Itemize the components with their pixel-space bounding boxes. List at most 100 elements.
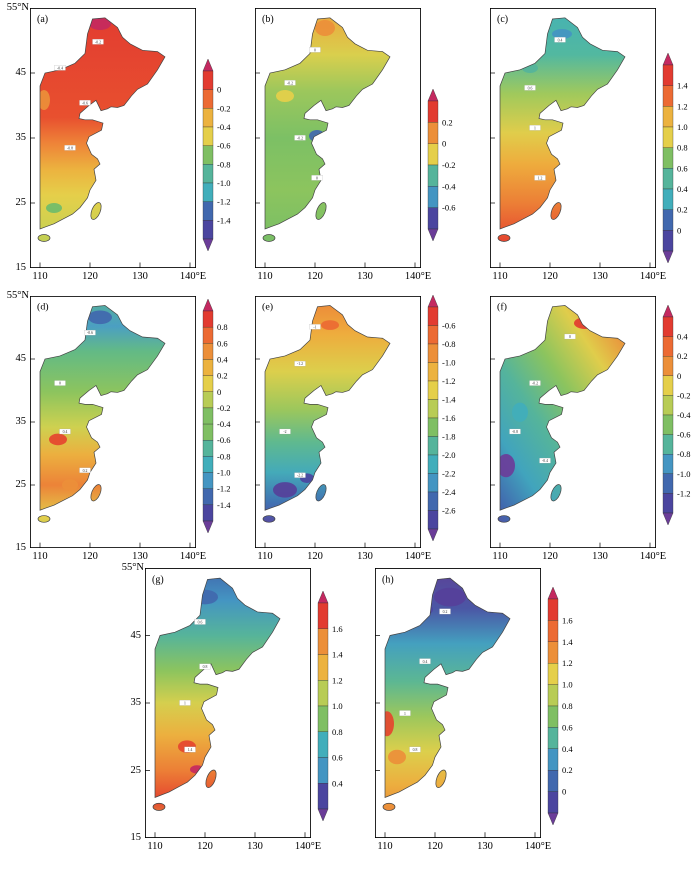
coastline xyxy=(264,17,391,230)
contour-value-label: 0.8 xyxy=(203,665,208,669)
colorbar-tick-label: -0.8 xyxy=(442,339,455,349)
colorbar-tick-label: 1.4 xyxy=(332,650,343,660)
colorbar-tick-label: -1.2 xyxy=(442,376,455,386)
contour-value-label: 1 xyxy=(404,712,406,716)
contour-value-label: -1 xyxy=(313,325,316,329)
contour-region xyxy=(434,587,466,607)
colorbar-tick-label: -0.4 xyxy=(217,419,231,429)
colorbar-tick-label: -1.0 xyxy=(217,178,230,188)
y-tick-label: 45 xyxy=(130,629,142,641)
colorbar-top-arrow xyxy=(427,88,439,102)
colorbar-tick-label: 1.4 xyxy=(562,637,573,647)
map-panel-d: -0.6 0 0.4 0.2 (d) xyxy=(30,296,196,548)
y-tick-label: 25 xyxy=(15,479,27,490)
colorbar-tick-label: 0 xyxy=(677,225,681,235)
colorbar-tick-label: -2.2 xyxy=(442,469,455,479)
colorbar-bottom-arrow xyxy=(202,238,214,252)
colorbar-e: -0.6 -0.8 -1.0 -1.2 -1.4 -1.6 -1.8 -2.0 -2.2 -2.4… xyxy=(427,294,456,542)
colorbar-tick-label: -1.4 xyxy=(442,395,456,405)
map-panel-a: -0.4 -0.6 -0.8 -0.2 (a) xyxy=(30,8,196,268)
contour-region xyxy=(498,453,515,478)
colorbar-tick-label: -0.6 xyxy=(442,203,455,213)
taiwan-island-outline xyxy=(315,202,327,220)
contour-value-label: 0.2 xyxy=(443,610,448,614)
contour-value-label: 0.2 xyxy=(83,469,88,473)
contour-value-label: -0.2 xyxy=(287,81,293,85)
colorbar-b: 0.2 0 -0.2 -0.4 -0.6 xyxy=(427,88,456,242)
contour-region xyxy=(89,18,111,30)
x-end-label: 140°E xyxy=(639,271,667,282)
y-tick-label: 25 xyxy=(15,197,27,208)
colorbar-tick-label: -1.8 xyxy=(442,432,455,442)
colorbar-tick-label: 1.0 xyxy=(332,701,343,711)
x-tick-label: 130 xyxy=(477,841,493,852)
y-tick-label: 35 xyxy=(15,416,27,427)
colorbar-tick-label: 0.6 xyxy=(562,722,573,732)
colorbar-tick-label: -0.4 xyxy=(217,122,231,132)
colorbar-tick-label: -0.4 xyxy=(442,181,456,191)
contour-value-label: -2 xyxy=(283,430,286,434)
colorbar-tick-label: -1.0 xyxy=(677,469,690,479)
colorbar-tick-label: -1.6 xyxy=(442,413,455,423)
hainan-island-outline xyxy=(152,802,166,811)
x-tick-label: 130 xyxy=(132,271,148,282)
colorbar-tick-label: -2.4 xyxy=(442,487,456,497)
x-tick-label: 120 xyxy=(197,841,213,852)
contour-value-label: -0.4 xyxy=(542,459,548,463)
contour-value-label: 0 xyxy=(59,382,61,386)
contour-region xyxy=(388,749,406,765)
y-tick-label: 35 xyxy=(130,697,142,708)
y-top-label: 55°N xyxy=(6,2,29,13)
panel-letter: (f) xyxy=(497,302,507,313)
colorbar-tick-label: 0.2 xyxy=(442,117,453,127)
hainan-island-outline xyxy=(262,234,276,242)
contour-region xyxy=(276,90,294,102)
contour-value-label: 1 xyxy=(184,701,186,705)
panel-letter: (h) xyxy=(382,574,394,585)
colorbar-tick-label: 0.2 xyxy=(217,371,228,381)
colorbar-tick-label: 1.0 xyxy=(677,122,688,132)
y-tick-label: 45 xyxy=(15,353,27,364)
coastline xyxy=(39,305,166,511)
coastline xyxy=(264,305,391,511)
colorbar-tick-label: -1.4 xyxy=(217,215,231,225)
y-tick-label: 15 xyxy=(130,832,142,843)
y-top-label: 55°N xyxy=(6,290,29,301)
y-tick-label: 45 xyxy=(15,67,27,78)
taiwan-island-outline xyxy=(90,484,102,502)
map-panel-b: 0 -0.2 -0.2 0 (b) xyxy=(255,8,421,268)
colorbar-tick-label: -0.4 xyxy=(677,410,691,420)
contour-value-label: 0.4 xyxy=(558,38,563,42)
contour-value-label: 0.6 xyxy=(528,86,533,90)
colorbar-tick-label: -1.4 xyxy=(217,500,231,510)
hainan-island-outline xyxy=(37,515,51,523)
colorbar-tick-label: -2.0 xyxy=(442,450,455,460)
colorbar-tick-label: 0.4 xyxy=(562,744,573,754)
coastline xyxy=(39,17,166,230)
x-tick-label: 130 xyxy=(592,551,608,562)
colorbar-top-arrow xyxy=(662,52,674,66)
contour-region xyxy=(88,310,112,325)
colorbar-bottom-arrow xyxy=(662,250,674,264)
x-end-label: 140°E xyxy=(639,551,667,562)
contour-value-label: -0.8 xyxy=(67,146,73,150)
contour-value-label: 0.8 xyxy=(413,748,418,752)
x-tick-label: 120 xyxy=(82,551,98,562)
colorbar-tick-label: 0.8 xyxy=(677,143,688,153)
colorbar-tick-label: 0 xyxy=(677,371,681,381)
colorbar-tick-label: -0.6 xyxy=(442,321,455,331)
colorbar-tick-label: -1.0 xyxy=(217,468,230,478)
colorbar-bottom-arrow xyxy=(547,812,559,826)
colorbar-tick-label: -1.2 xyxy=(217,197,230,207)
x-tick-label: 120 xyxy=(307,271,323,282)
contour-region xyxy=(62,479,78,491)
contour-region xyxy=(49,433,67,446)
colorbar-h: 1.6 1.4 1.2 1.0 0.8 0.6 0.4 0.2 0 xyxy=(547,586,573,826)
colorbar-tick-label: 1.4 xyxy=(677,81,688,91)
taiwan-island-outline xyxy=(550,202,562,220)
colorbar-tick-label: 0.6 xyxy=(677,163,688,173)
contour-value-label: -0.6 xyxy=(82,101,88,105)
x-tick-label: 120 xyxy=(82,271,98,282)
colorbar-tick-label: 1.6 xyxy=(562,615,573,625)
